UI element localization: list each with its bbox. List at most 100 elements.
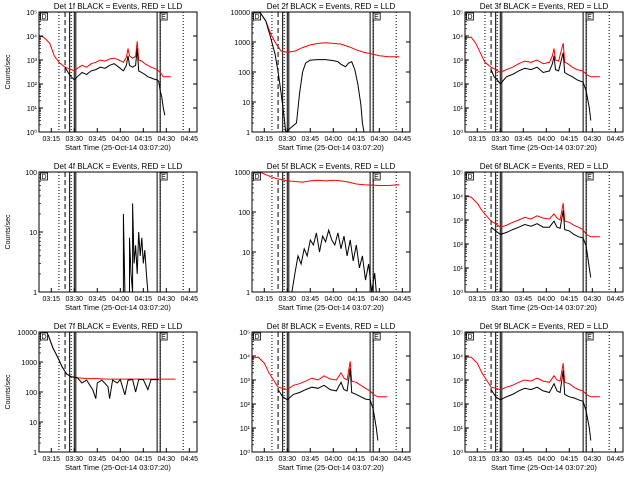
x-tick-label: 03:30	[66, 456, 84, 463]
x-tick-label: 03:15	[469, 136, 487, 143]
detector-chart: D E Det 3f BLACK = Events, RED = LLD 10⁰ 10¹…	[452, 2, 624, 152]
detector-panel: D E Det 7f BLACK = Events, RED = LLD 1 10 100…	[0, 320, 213, 480]
plot-frame	[251, 331, 411, 453]
flag-box	[372, 12, 381, 21]
flag-box	[253, 172, 261, 181]
flag-label: D	[255, 174, 260, 181]
x-tick-label: 03:15	[43, 456, 61, 463]
flag-box	[253, 332, 261, 341]
chart-title: Det 8f BLACK = Events, RED = LLD	[267, 322, 396, 331]
y-tick-label: 10⁵	[452, 10, 463, 17]
y-axis-label: Counts/sec	[5, 54, 12, 90]
plot-frame	[38, 11, 198, 133]
plot-frame	[464, 11, 624, 133]
x-tick-label: 03:45	[302, 456, 320, 463]
y-tick-label: 10³	[27, 58, 38, 65]
y-tick-label: 10	[29, 420, 37, 427]
y-tick-label: 10¹	[453, 266, 464, 273]
y-tick-label: 10⁵	[452, 170, 463, 177]
detector-panel: D E Det 2f BLACK = Events, RED = LLD 1 10 100…	[213, 0, 426, 160]
flag-box	[466, 172, 474, 181]
y-tick-label: 10¹	[453, 426, 464, 433]
chart-title: Det 1f BLACK = Events, RED = LLD	[54, 2, 183, 11]
x-tick-label: 03:30	[492, 456, 510, 463]
y-tick-label: 10	[242, 250, 250, 257]
lld-series-line	[39, 35, 171, 78]
x-tick-label: 04:00	[538, 136, 556, 143]
x-tick-label: 04:30	[584, 456, 602, 463]
y-axis-label: Counts/sec	[5, 374, 12, 410]
events-series-line	[64, 48, 166, 116]
x-axis-label: Start Time (25-Oct-14 03:07:20)	[278, 303, 384, 312]
x-tick-label: 04:45	[181, 136, 199, 143]
flag-box	[159, 332, 168, 341]
x-tick-label: 04:00	[538, 296, 556, 303]
flag-box	[372, 172, 381, 181]
y-tick-label: 10⁴	[452, 354, 463, 361]
y-tick-label: 10	[29, 230, 37, 237]
y-tick-label: 1	[246, 130, 250, 137]
flag-box	[585, 172, 594, 181]
x-tick-label: 03:45	[302, 296, 320, 303]
detector-panel: D E Det 5f BLACK = Events, RED = LLD 1 10 100…	[213, 160, 426, 320]
y-tick-label: 10³	[453, 218, 464, 225]
flag-label: E	[374, 14, 379, 21]
y-tick-label: 10⁰	[452, 289, 463, 297]
x-tick-label: 04:45	[181, 296, 199, 303]
x-tick-label: 03:15	[256, 296, 274, 303]
flag-box	[585, 12, 594, 21]
y-tick-label: 10000	[18, 330, 38, 337]
y-tick-label: 1	[33, 290, 37, 297]
chart-title: Det 7f BLACK = Events, RED = LLD	[54, 322, 183, 331]
y-tick-label: 1000	[234, 170, 250, 177]
chart-title: Det 4f BLACK = Events, RED = LLD	[54, 162, 183, 171]
flag-box	[466, 332, 474, 341]
x-tick-label: 04:15	[561, 456, 579, 463]
flag-label: D	[255, 14, 260, 21]
lld-series-line	[465, 36, 600, 78]
plot-frame	[38, 331, 198, 453]
flag-label: D	[42, 334, 47, 341]
y-tick-label: 1000	[21, 360, 37, 367]
y-tick-label: 10⁴	[239, 354, 250, 361]
y-tick-label: 1	[33, 450, 37, 457]
x-tick-label: 03:45	[515, 456, 533, 463]
y-tick-label: 10²	[453, 82, 464, 89]
detector-chart: D E Det 1f BLACK = Events, RED = LLD 10⁰ 10¹…	[5, 2, 199, 152]
x-axis-label: Start Time (25-Oct-14 03:07:20)	[491, 143, 597, 152]
y-tick-label: 10³	[453, 378, 464, 385]
events-series-line	[277, 368, 379, 441]
y-tick-label: 10⁰	[26, 129, 37, 137]
flag-label: E	[161, 334, 166, 341]
x-tick-label: 04:15	[348, 456, 366, 463]
x-tick-label: 04:00	[112, 296, 130, 303]
x-tick-label: 04:15	[561, 136, 579, 143]
y-tick-label: 10³	[453, 58, 464, 65]
x-axis-label: Start Time (25-Oct-14 03:07:20)	[491, 303, 597, 312]
detector-chart: D E Det 5f BLACK = Events, RED = LLD 1 10 100…	[234, 162, 411, 312]
x-tick-label: 04:45	[394, 456, 412, 463]
detector-panel: D E Det 8f BLACK = Events, RED = LLD 10⁰ 10¹…	[213, 320, 426, 480]
plot-frame	[38, 171, 198, 293]
x-tick-label: 03:15	[256, 456, 274, 463]
lld-series-line	[43, 332, 176, 380]
plot-frame	[251, 11, 411, 133]
chart-title: Det 6f BLACK = Events, RED = LLD	[480, 162, 609, 171]
y-tick-label: 10	[242, 100, 250, 107]
x-tick-label: 04:30	[371, 136, 389, 143]
flag-box	[159, 12, 168, 21]
x-tick-label: 04:15	[135, 136, 153, 143]
x-tick-label: 04:00	[325, 456, 343, 463]
detector-chart: D E Det 2f BLACK = Events, RED = LLD 1 10 100…	[231, 2, 412, 152]
x-tick-label: 04:00	[538, 456, 556, 463]
y-tick-label: 1	[246, 290, 250, 297]
y-axis-label: Counts/sec	[5, 214, 12, 250]
y-tick-label: 10000	[231, 10, 251, 17]
plot-frame	[464, 171, 624, 293]
y-tick-label: 10¹	[27, 106, 38, 113]
x-tick-label: 03:15	[256, 136, 274, 143]
flag-box	[40, 12, 48, 21]
y-tick-label: 10²	[27, 82, 38, 89]
detector-chart: D E Det 8f BLACK = Events, RED = LLD 10⁰ 10¹…	[239, 322, 412, 472]
